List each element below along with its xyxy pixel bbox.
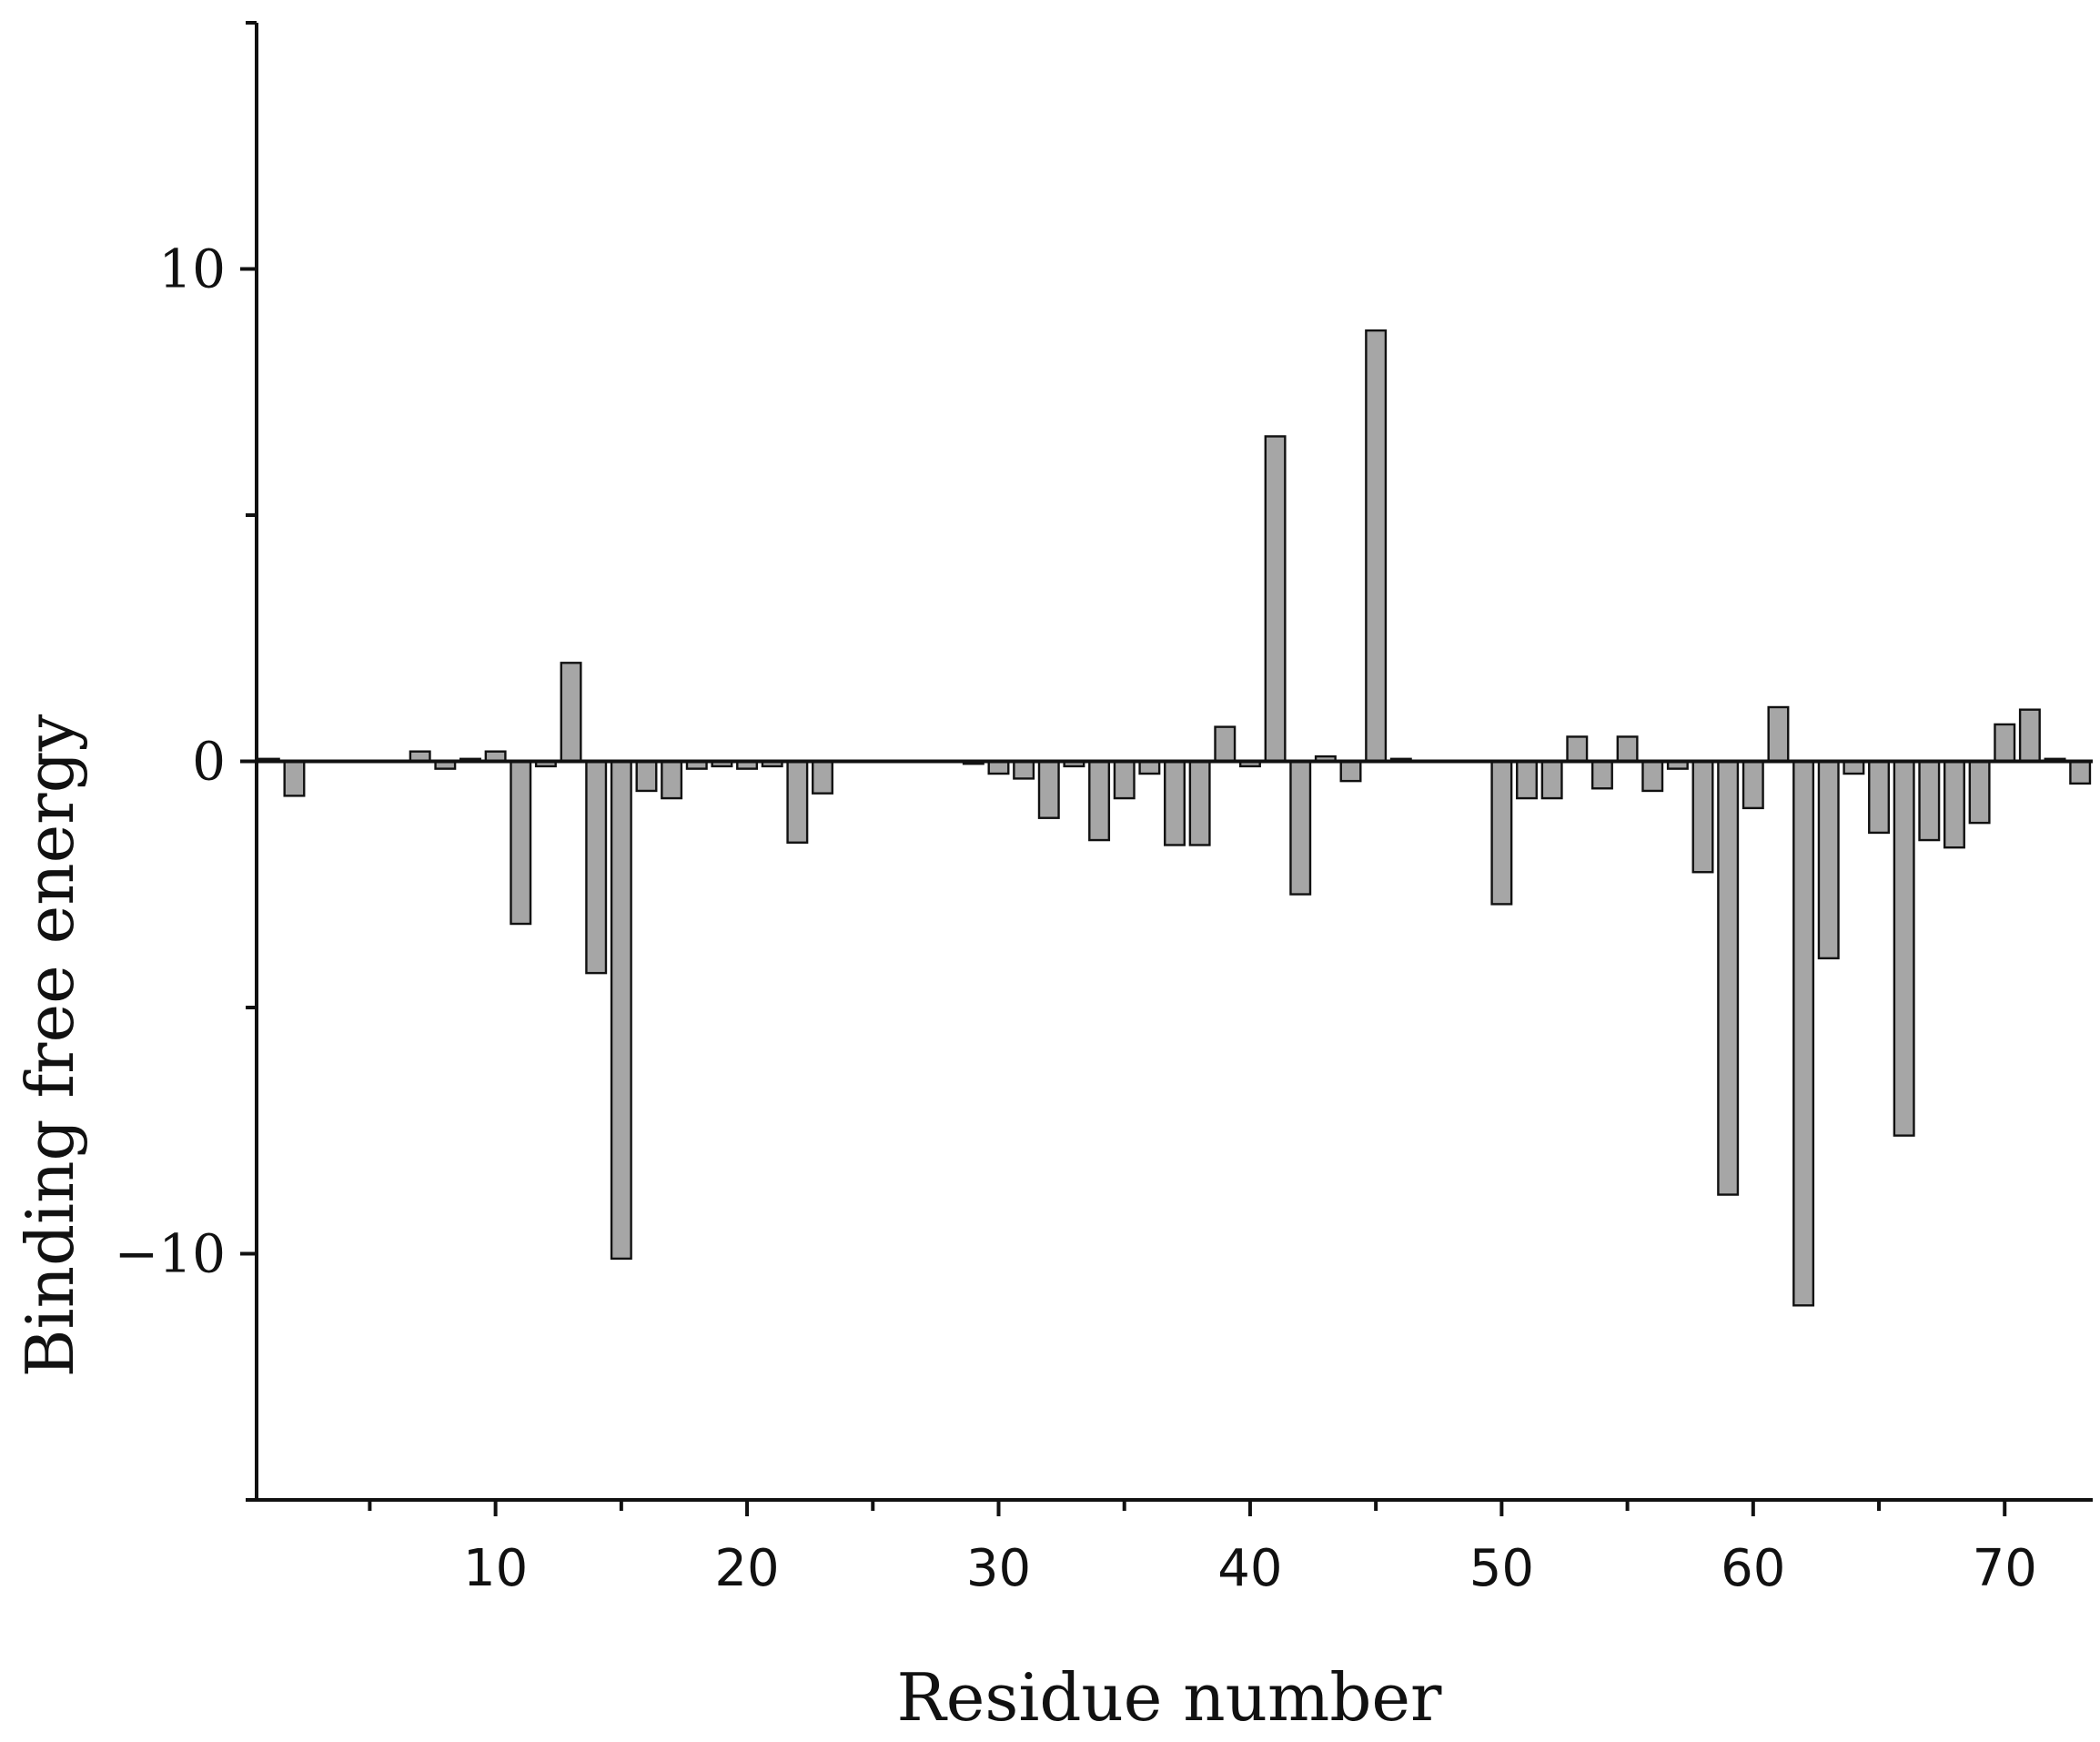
bar-residue-22	[786, 760, 809, 844]
bar-residue-13	[560, 662, 582, 763]
bar-residue-50	[1490, 760, 1513, 906]
y-tick-label: 10	[158, 238, 226, 300]
bar-residue-30	[987, 760, 1010, 775]
bar-residue-53	[1566, 735, 1589, 763]
bar-residue-39	[1214, 725, 1237, 763]
bar-residue-67	[1918, 760, 1941, 842]
bar-residue-36	[1138, 760, 1161, 775]
bar-residue-23	[812, 760, 833, 795]
x-tick-label: 40	[1217, 1539, 1282, 1598]
bar-residue-16	[635, 760, 658, 793]
bar-residue-55	[1616, 735, 1639, 763]
x-tick-label: 60	[1721, 1539, 1785, 1598]
x-tick-label: 50	[1469, 1539, 1534, 1598]
bar-residue-37	[1164, 760, 1186, 846]
bar-residue-51	[1516, 760, 1538, 800]
bar-residue-59	[1717, 760, 1740, 1196]
bar-residue-60	[1742, 760, 1764, 810]
bar-residue-11	[510, 760, 532, 926]
bar-residue-45	[1365, 329, 1388, 763]
x-tick-label: 20	[714, 1539, 779, 1598]
bar-residue-66	[1893, 760, 1915, 1137]
bar-residue-71	[2018, 708, 2041, 763]
bar-residue-2	[283, 760, 306, 797]
y-tick-label: −10	[115, 1223, 226, 1285]
bar-residue-70	[1994, 723, 2016, 763]
bar-residue-62	[1792, 760, 1815, 1307]
x-axis-title: Residue number	[897, 1659, 1442, 1736]
x-tick-label: 30	[966, 1539, 1031, 1598]
bar-residue-17	[661, 760, 683, 800]
bar-residue-73	[2069, 760, 2092, 785]
bar-residue-41	[1264, 435, 1287, 763]
bars	[257, 329, 2092, 1307]
bar-residue-35	[1113, 760, 1136, 800]
bar-residue-61	[1767, 705, 1790, 763]
y-axis-ticks: 10 0 −10	[115, 21, 257, 1502]
bar-residue-69	[1968, 760, 1991, 825]
bar-residue-64	[1843, 760, 1865, 775]
y-axis-title: Binding free energy	[12, 714, 88, 1377]
bar-residue-63	[1817, 760, 1840, 960]
bar-residue-54	[1590, 760, 1613, 790]
x-tick-label: 70	[1973, 1539, 2037, 1598]
bar-residue-65	[1868, 760, 1891, 835]
bar-residue-56	[1641, 760, 1664, 793]
bar-residue-34	[1088, 760, 1111, 842]
bar-residue-58	[1691, 760, 1714, 874]
bar-residue-44	[1339, 760, 1362, 783]
bar-residue-38	[1188, 760, 1211, 846]
y-tick-label: 0	[192, 731, 226, 793]
bar-residue-14	[585, 760, 608, 975]
x-tick-label: 10	[463, 1539, 528, 1598]
bar-residue-42	[1289, 760, 1312, 896]
x-axis-ticks: 10 20 30 40 50 60 70	[368, 1500, 2037, 1598]
bar-residue-68	[1943, 760, 1965, 849]
axes: 10 0 −10 10 20 30 40 50 60 70	[115, 21, 2093, 1598]
bar-residue-31	[1013, 760, 1035, 780]
bar-residue-52	[1540, 760, 1563, 800]
bar-residue-32	[1037, 760, 1060, 819]
bar-residue-15	[610, 760, 632, 1261]
